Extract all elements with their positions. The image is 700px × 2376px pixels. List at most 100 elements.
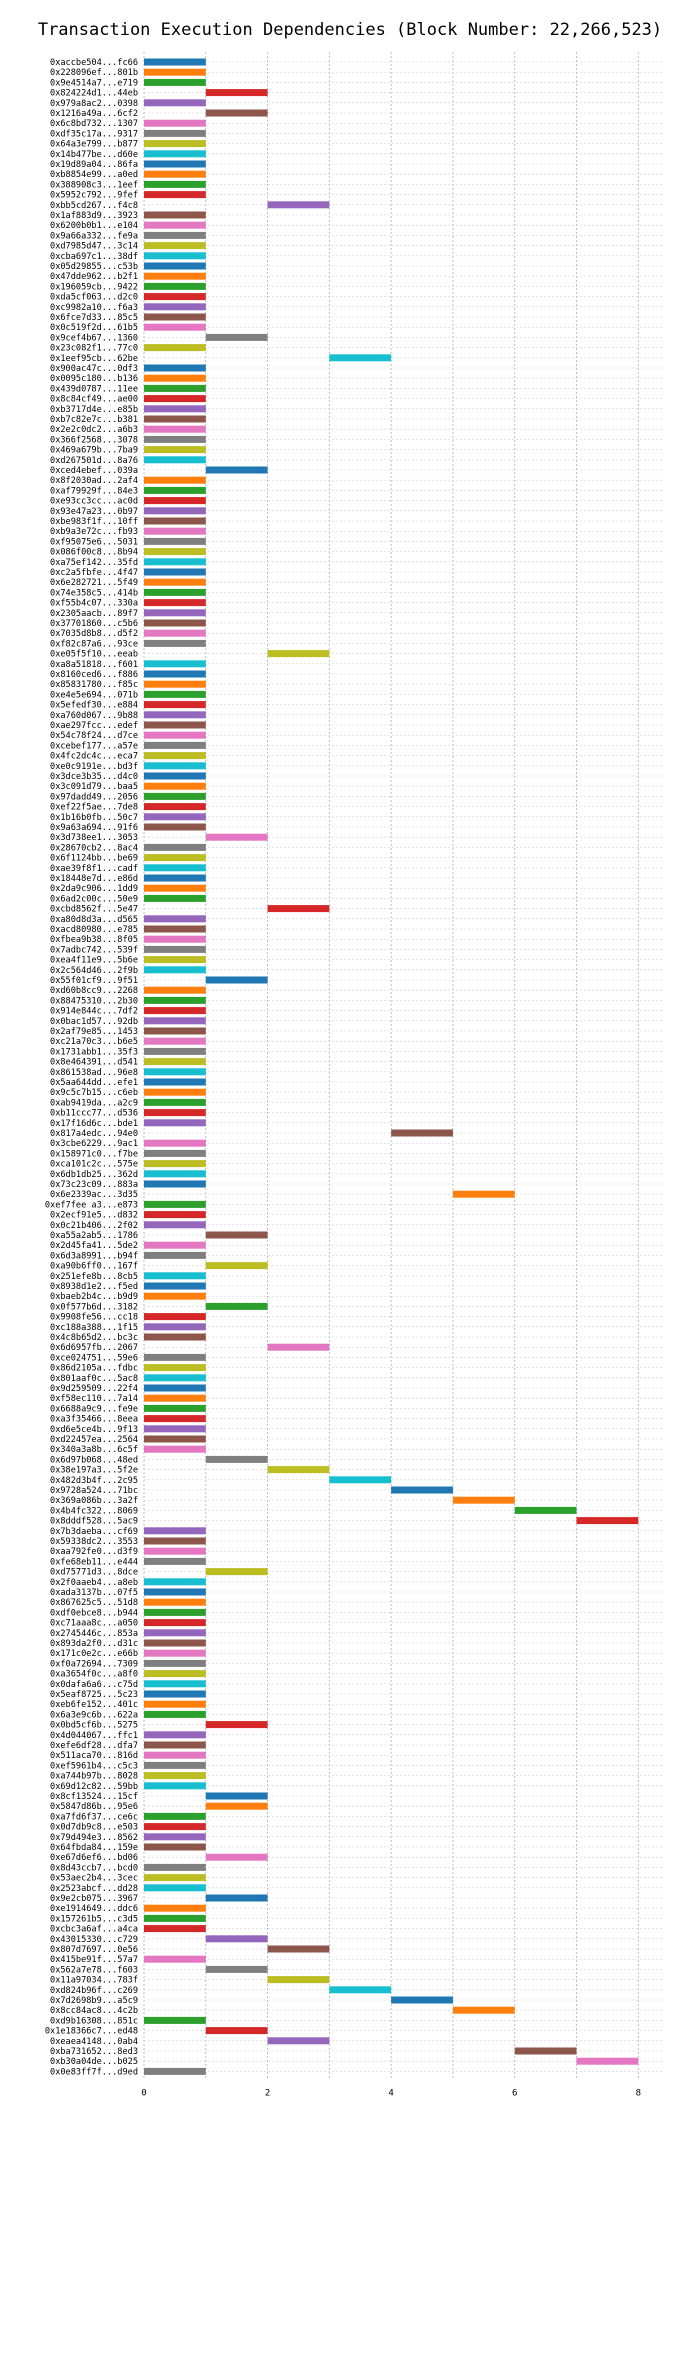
y-tick-label: 0x47dde962...b2f1 <box>50 272 138 282</box>
y-tick-label: 0xa7fd6f37...ce6c <box>50 1812 138 1822</box>
transaction-bar <box>144 1955 206 1963</box>
y-tick-label: 0x801aaf0c...5ac8 <box>50 1374 138 1384</box>
transaction-bar <box>144 507 206 515</box>
transaction-bar <box>391 1996 453 2004</box>
transaction-bar <box>144 619 206 627</box>
transaction-bar <box>144 925 206 933</box>
y-tick-label: 0xd60b8cc9...2268 <box>50 986 138 996</box>
y-tick-label: 0x807d7697...0e56 <box>50 1945 138 1955</box>
transaction-bar <box>144 1364 206 1372</box>
transaction-bar <box>144 843 206 851</box>
y-tick-label: 0x64fbda84...159e <box>50 1843 138 1853</box>
transaction-bar <box>144 1904 206 1912</box>
transaction-bar <box>144 1659 206 1667</box>
transaction-bar <box>144 1017 206 1025</box>
y-tick-label: 0x64a3e799...b877 <box>50 140 138 150</box>
y-tick-label: 0x2ecf91e5...d832 <box>50 1211 138 1221</box>
transaction-bar <box>391 1129 453 1137</box>
y-tick-label: 0x6db1db25...362d <box>50 1170 138 1180</box>
transaction-bar <box>205 1853 268 1861</box>
transaction-bar <box>205 1302 268 1310</box>
transaction-bar <box>144 996 206 1004</box>
y-tick-label: 0x8d43ccb7...bcd0 <box>50 1863 138 1873</box>
y-tick-label: 0x28670cb2...8ac4 <box>50 843 138 853</box>
y-tick-label: 0x5952c792...9fef <box>50 191 138 201</box>
transaction-bar <box>144 68 206 76</box>
y-tick-label: 0x9e2cb075...3967 <box>50 1894 138 1904</box>
transaction-bar <box>144 1557 206 1565</box>
transaction-bar <box>144 1914 206 1922</box>
transaction-bar <box>144 956 206 964</box>
transaction-bar <box>144 1598 206 1606</box>
y-tick-label: 0x562a7e78...f603 <box>50 1965 138 1975</box>
transaction-bar <box>144 1833 206 1841</box>
transaction-bar <box>144 986 206 994</box>
transaction-bar <box>144 395 206 403</box>
y-tick-label: 0x228096ef...801b <box>50 68 138 78</box>
transaction-bar <box>205 1262 268 1270</box>
transaction-bar <box>144 293 206 301</box>
y-tick-label: 0x9cef4b67...1360 <box>50 333 138 343</box>
y-tick-label: 0xdf0ebce8...b944 <box>50 1608 138 1618</box>
transaction-bar <box>144 1007 206 1015</box>
transaction-bar <box>205 109 268 117</box>
y-tick-label: 0x0d7db9c8...e503 <box>50 1823 138 1833</box>
y-tick-label: 0x7b3daeba...cf69 <box>50 1527 138 1537</box>
y-tick-label: 0x340a3a8b...6c5f <box>50 1445 138 1455</box>
y-tick-label: 0x73c23c09...883a <box>50 1180 138 1190</box>
y-tick-label: 0x8938d1e2...f5ed <box>50 1282 138 1292</box>
y-tick-label: 0x914e844c...7df2 <box>50 1007 138 1017</box>
transaction-bar <box>144 1772 206 1780</box>
transaction-bar <box>144 476 206 484</box>
y-tick-label: 0xeaea4148...0ab4 <box>50 2037 138 2047</box>
y-tick-label: 0xf0a72694...7309 <box>50 1659 138 1669</box>
transaction-bar <box>144 1109 206 1117</box>
y-tick-label: 0x8160ced6...f886 <box>50 670 138 680</box>
y-tick-label: 0xd9b16308...851c <box>50 2016 138 2026</box>
y-tick-label: 0x2f0aaeb4...a8eb <box>50 1578 138 1588</box>
transaction-bar <box>144 1639 206 1647</box>
y-tick-label: 0x6d3a8991...b94f <box>50 1251 138 1261</box>
transaction-bar <box>144 731 206 739</box>
transaction-bar <box>144 221 206 229</box>
transaction-bar <box>144 119 206 127</box>
y-tick-label: 0x1eef95cb...62be <box>50 354 138 364</box>
transaction-bar <box>144 578 206 586</box>
y-tick-label: 0xda5cf063...d2c0 <box>50 293 138 303</box>
y-tick-label: 0x5eaf8725...5c23 <box>50 1690 138 1700</box>
y-tick-label: 0xb30a04de...b025 <box>50 2057 138 2067</box>
y-tick-label: 0xcba697c1...38df <box>50 252 138 262</box>
transaction-bar <box>144 1221 206 1229</box>
transaction-bar <box>144 894 206 902</box>
y-tick-label: 0xae39f8f1...cadf <box>50 864 138 874</box>
y-tick-label: 0xa80d8d3a...d565 <box>50 915 138 925</box>
transaction-bar <box>144 497 206 505</box>
transaction-bar <box>144 629 206 637</box>
transaction-bar <box>144 721 206 729</box>
transaction-bar <box>267 1976 330 1984</box>
transaction-bar <box>144 1323 206 1331</box>
y-tick-label: 0x2af79e85...1453 <box>50 1027 138 1037</box>
transaction-bar <box>144 231 206 239</box>
y-tick-label: 0xc2a5fbfe...4f47 <box>50 568 138 578</box>
transaction-bar <box>144 1098 206 1106</box>
y-tick-label: 0x900ac47c...0df3 <box>50 364 138 374</box>
transaction-bar <box>267 1466 330 1474</box>
transaction-bar <box>144 1272 206 1280</box>
y-tick-label: 0xe0c9191e...bd3f <box>50 762 138 772</box>
transaction-bar <box>144 1884 206 1892</box>
y-tick-label: 0xd6e5ce4b...9f13 <box>50 1425 138 1435</box>
transaction-bar <box>144 813 206 821</box>
y-tick-label: 0xd75771d3...8dce <box>50 1568 138 1578</box>
y-tick-label: 0xada3137b...07f5 <box>50 1588 138 1598</box>
y-tick-label: 0x9c5c7b15...c6eb <box>50 1088 138 1098</box>
y-tick-label: 0xbaeb2b4c...b9d9 <box>50 1292 138 1302</box>
y-tick-label: 0xae297fcc...edef <box>50 721 138 731</box>
y-tick-label: 0x6c8bd732...1307 <box>50 119 138 129</box>
transaction-bar <box>144 2016 206 2024</box>
y-tick-label: 0x1b16b0fb...50c7 <box>50 813 138 823</box>
y-tick-label: 0x1216a49a...6cf2 <box>50 109 138 119</box>
transaction-bar <box>144 1425 206 1433</box>
transaction-bar <box>144 690 206 698</box>
y-tick-label: 0x4c8b65d2...bc3c <box>50 1333 138 1343</box>
